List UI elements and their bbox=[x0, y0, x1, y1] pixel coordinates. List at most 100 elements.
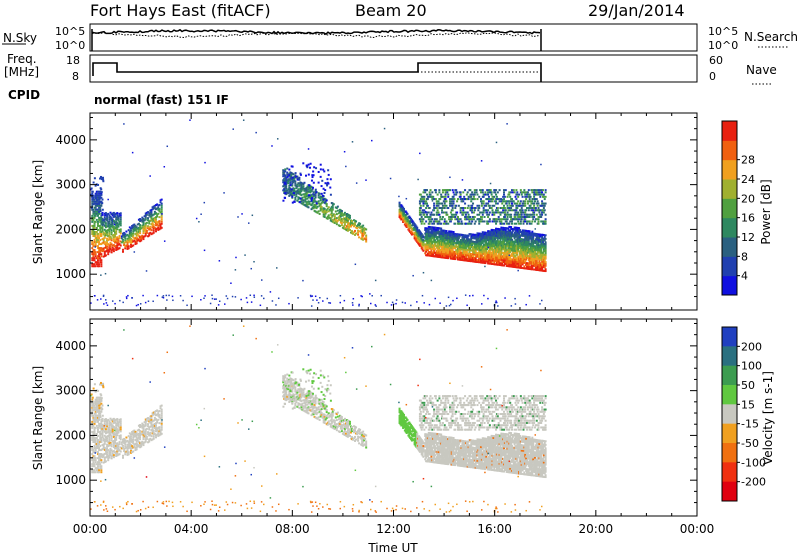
echo-cell bbox=[354, 230, 356, 232]
echo-cell bbox=[307, 165, 309, 167]
echo-cell bbox=[495, 300, 497, 302]
echo-cell bbox=[419, 212, 421, 214]
echo-cell bbox=[468, 214, 470, 216]
echo-cell bbox=[420, 198, 422, 200]
echo-cell bbox=[402, 302, 404, 304]
echo-cell bbox=[439, 218, 441, 220]
echo-cell bbox=[544, 198, 546, 200]
echo-cell bbox=[468, 251, 470, 253]
echo-cell bbox=[128, 247, 130, 249]
y-tick-label: 4000 bbox=[55, 133, 86, 147]
echo-cell bbox=[422, 243, 424, 245]
echo-cell bbox=[437, 203, 439, 205]
echo-cell bbox=[498, 241, 500, 243]
echo-cell bbox=[507, 263, 509, 265]
echo-cell bbox=[95, 461, 97, 463]
echo-cell bbox=[98, 471, 100, 473]
echo-cell bbox=[302, 199, 304, 201]
echo-cell bbox=[521, 214, 523, 216]
echo-cell bbox=[487, 223, 489, 225]
echo-cell bbox=[504, 297, 506, 299]
freq-tick-top: 18 bbox=[66, 54, 80, 67]
echo-cell bbox=[484, 216, 486, 218]
echo-cell bbox=[196, 218, 198, 220]
echo-cell bbox=[326, 203, 328, 205]
echo-cell bbox=[358, 304, 360, 306]
echo-cell bbox=[517, 270, 519, 272]
echo-cell bbox=[476, 261, 478, 263]
echo-cell bbox=[422, 191, 424, 193]
echo-cell bbox=[511, 239, 513, 241]
echo-cell bbox=[439, 302, 441, 304]
y-tick-label: 3000 bbox=[55, 178, 86, 192]
echo-cell bbox=[539, 303, 541, 305]
echo-cell bbox=[97, 233, 99, 235]
echo-cell bbox=[441, 196, 443, 198]
echo-cell bbox=[545, 223, 547, 225]
echo-cell bbox=[204, 295, 206, 297]
echo-cell bbox=[436, 214, 438, 216]
echo-cell bbox=[140, 303, 142, 305]
echo-cell bbox=[430, 220, 432, 222]
echo-cell bbox=[539, 196, 541, 198]
echo-cell bbox=[517, 212, 519, 214]
echo-cell bbox=[284, 168, 286, 170]
echo-cell bbox=[230, 282, 232, 284]
echo-cell bbox=[530, 214, 532, 216]
echo-cell bbox=[145, 217, 147, 219]
echo-cell bbox=[495, 189, 497, 191]
echo-cell bbox=[495, 223, 497, 225]
echo-cell bbox=[545, 245, 547, 247]
echo-cell bbox=[295, 172, 297, 174]
echo-cell bbox=[538, 233, 540, 235]
echo-cell bbox=[543, 196, 545, 198]
echo-cell bbox=[421, 212, 423, 214]
echo-cell bbox=[431, 218, 433, 220]
echo-cell bbox=[386, 302, 388, 304]
echo-cell bbox=[499, 207, 501, 209]
echo-cell bbox=[435, 298, 437, 300]
echo-cell bbox=[94, 465, 96, 467]
echo-cell bbox=[536, 214, 538, 216]
echo-cell bbox=[457, 198, 459, 200]
echo-cell bbox=[515, 223, 517, 225]
echo-cell bbox=[502, 209, 504, 211]
echo-cell bbox=[461, 220, 463, 222]
echo-cell bbox=[489, 218, 491, 220]
echo-cell bbox=[288, 303, 290, 305]
echo-cell bbox=[237, 216, 239, 218]
echo-cell bbox=[344, 151, 346, 153]
echo-cell bbox=[91, 241, 93, 243]
echo-cell bbox=[107, 253, 109, 255]
echo-cell bbox=[420, 218, 422, 220]
echo-cell bbox=[445, 189, 447, 191]
echo-cell bbox=[451, 243, 453, 245]
echo-cell bbox=[511, 305, 513, 307]
colorbar-tick-label: 24 bbox=[741, 173, 755, 186]
echo-cell bbox=[460, 209, 462, 211]
echo-cell bbox=[520, 216, 522, 218]
echo-cell bbox=[433, 223, 435, 225]
echo-cell bbox=[312, 299, 314, 301]
echo-cell bbox=[227, 298, 229, 300]
colorbar-segment bbox=[722, 256, 737, 276]
echo-cell bbox=[155, 218, 157, 220]
echo-cell bbox=[102, 432, 104, 434]
echo-cell bbox=[470, 233, 472, 235]
echo-cell bbox=[429, 304, 431, 306]
echo-cell bbox=[505, 218, 507, 220]
echo-cell bbox=[468, 223, 470, 225]
echo-cell bbox=[422, 239, 424, 241]
echo-cell bbox=[469, 189, 471, 191]
echo-cell bbox=[98, 265, 100, 267]
colorbar-segment bbox=[722, 179, 737, 199]
echo-cell bbox=[161, 215, 163, 217]
echo-cell bbox=[97, 235, 99, 237]
echo-cell bbox=[520, 265, 522, 267]
echo-cell bbox=[294, 180, 296, 182]
echo-cell bbox=[516, 194, 518, 196]
echo-cell bbox=[450, 220, 452, 222]
echo-cell bbox=[481, 303, 483, 305]
echo-cell bbox=[486, 189, 488, 191]
echo-cell bbox=[462, 207, 464, 209]
